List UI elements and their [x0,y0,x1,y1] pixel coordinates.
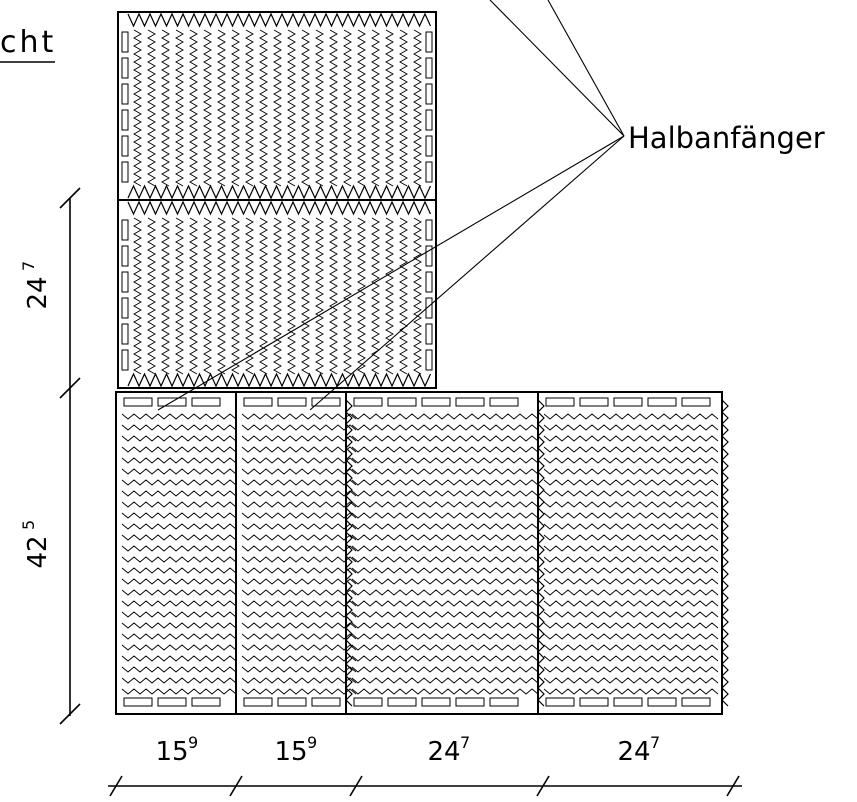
tick [59,703,81,725]
svg-text:7: 7 [460,733,470,752]
tick [229,775,243,797]
block-3 [345,391,539,715]
tick [59,377,81,399]
svg-text:7: 7 [19,261,38,271]
svg-text:15: 15 [274,737,307,767]
svg-text:9: 9 [188,733,198,752]
dim-label-42-5: 42 5 [19,520,53,569]
vertical-wall [117,11,437,389]
dim-label-15-9-a: 15 9 [155,733,198,767]
svg-text:24: 24 [617,737,650,767]
tick [536,775,550,797]
title-fragment: cht [0,25,56,60]
callout-label: Halbanfänger [628,121,825,155]
tick [59,187,81,209]
dim-label-24-7-b: 24 7 [617,733,660,767]
svg-text:9: 9 [307,733,317,752]
svg-text:7: 7 [650,733,660,752]
leader-lines [157,0,625,411]
svg-text:15: 15 [155,737,188,767]
horizontal-wall-pattern [121,397,729,707]
svg-text:5: 5 [19,520,38,530]
tick [109,775,123,797]
dim-label-15-9-b: 15 9 [274,733,317,767]
svg-text:42: 42 [23,535,53,568]
block-4 [537,391,723,715]
tick [726,775,740,797]
block-2 [235,391,357,715]
block-1 [115,391,237,715]
svg-text:24: 24 [427,737,460,767]
lower-upper-block [117,199,437,389]
horizontal-dimension: 15 9 15 9 24 7 24 7 [108,733,742,797]
horizontal-wall [115,391,729,715]
svg-text:24: 24 [23,276,53,309]
upper-block-pattern [121,12,433,200]
vertical-dimension: 24 7 42 5 [19,187,81,725]
dim-label-24-7: 24 7 [19,261,53,310]
lower-upper-block-pattern [121,200,433,388]
dim-label-24-7-a: 24 7 [427,733,470,767]
tick [349,775,363,797]
